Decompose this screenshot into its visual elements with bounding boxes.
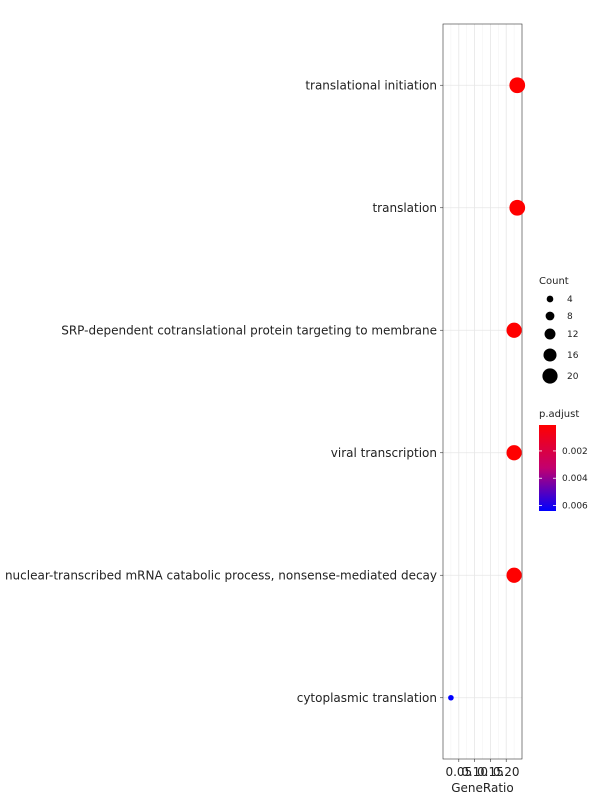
count-legend-key <box>544 328 556 340</box>
count-legend-key <box>542 368 558 384</box>
y-tick-label: viral transcription <box>331 446 437 460</box>
x-axis-title: GeneRatio <box>451 781 513 795</box>
plot-panel-border <box>442 23 523 760</box>
x-tick-label: 0.10 <box>461 765 488 779</box>
data-point <box>509 199 526 216</box>
count-legend: Count 4 8 12 16 20 <box>539 276 579 384</box>
colorbar-label: 0.006 <box>562 502 588 512</box>
count-legend-label: 8 <box>567 312 573 322</box>
count-legend-title: Count <box>539 276 569 287</box>
points <box>448 77 526 701</box>
y-tick-label: translational initiation <box>305 78 437 92</box>
y-axis-labels: translational initiation translation SRP-d… <box>5 78 443 705</box>
count-legend-label: 20 <box>567 372 579 382</box>
y-tick-label: SRP-dependent cotranslational protein ta… <box>61 323 437 337</box>
data-point <box>448 694 454 701</box>
x-tick-label: 0.15 <box>477 765 504 779</box>
count-legend-key <box>543 348 557 362</box>
colorbar-label: 0.004 <box>562 474 588 484</box>
colorbar-label: 0.002 <box>562 447 588 457</box>
data-point <box>506 322 522 338</box>
p-adjust-colorbar <box>539 425 556 511</box>
data-point <box>509 77 526 94</box>
count-legend-label: 4 <box>567 295 573 305</box>
x-tick-label: 0.20 <box>493 765 520 779</box>
count-legend-key <box>546 295 554 303</box>
count-legend-key <box>545 311 555 321</box>
count-legend-label: 12 <box>567 330 578 340</box>
y-tick-label: cytoplasmic translation <box>297 691 437 705</box>
data-point <box>506 567 522 583</box>
count-legend-label: 16 <box>567 351 579 361</box>
grid <box>442 24 523 759</box>
y-tick-label: nuclear-transcribed mRNA catabolic proce… <box>5 568 437 582</box>
p-adjust-legend: p.adjust 0.002 0.004 0.006 <box>539 409 588 512</box>
x-tick-label: 0.05 <box>445 765 472 779</box>
data-point <box>506 445 522 461</box>
x-axis-ticks: 0.050.100.150.20 <box>445 759 520 779</box>
y-tick-label: translation <box>372 201 437 215</box>
p-adjust-legend-title: p.adjust <box>539 409 579 420</box>
